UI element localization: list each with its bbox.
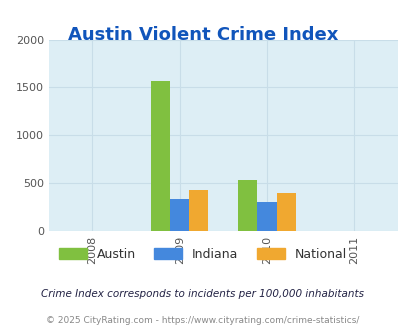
Text: © 2025 CityRating.com - https://www.cityrating.com/crime-statistics/: © 2025 CityRating.com - https://www.city… xyxy=(46,316,359,325)
Text: Austin Violent Crime Index: Austin Violent Crime Index xyxy=(68,26,337,45)
Bar xyxy=(238,180,257,231)
Bar xyxy=(257,202,276,231)
Text: Crime Index corresponds to incidents per 100,000 inhabitants: Crime Index corresponds to incidents per… xyxy=(41,289,364,299)
Bar xyxy=(151,81,170,231)
Bar xyxy=(170,199,189,231)
Legend: Austin, Indiana, National: Austin, Indiana, National xyxy=(54,243,351,266)
Bar xyxy=(276,193,295,231)
Bar xyxy=(189,190,208,231)
